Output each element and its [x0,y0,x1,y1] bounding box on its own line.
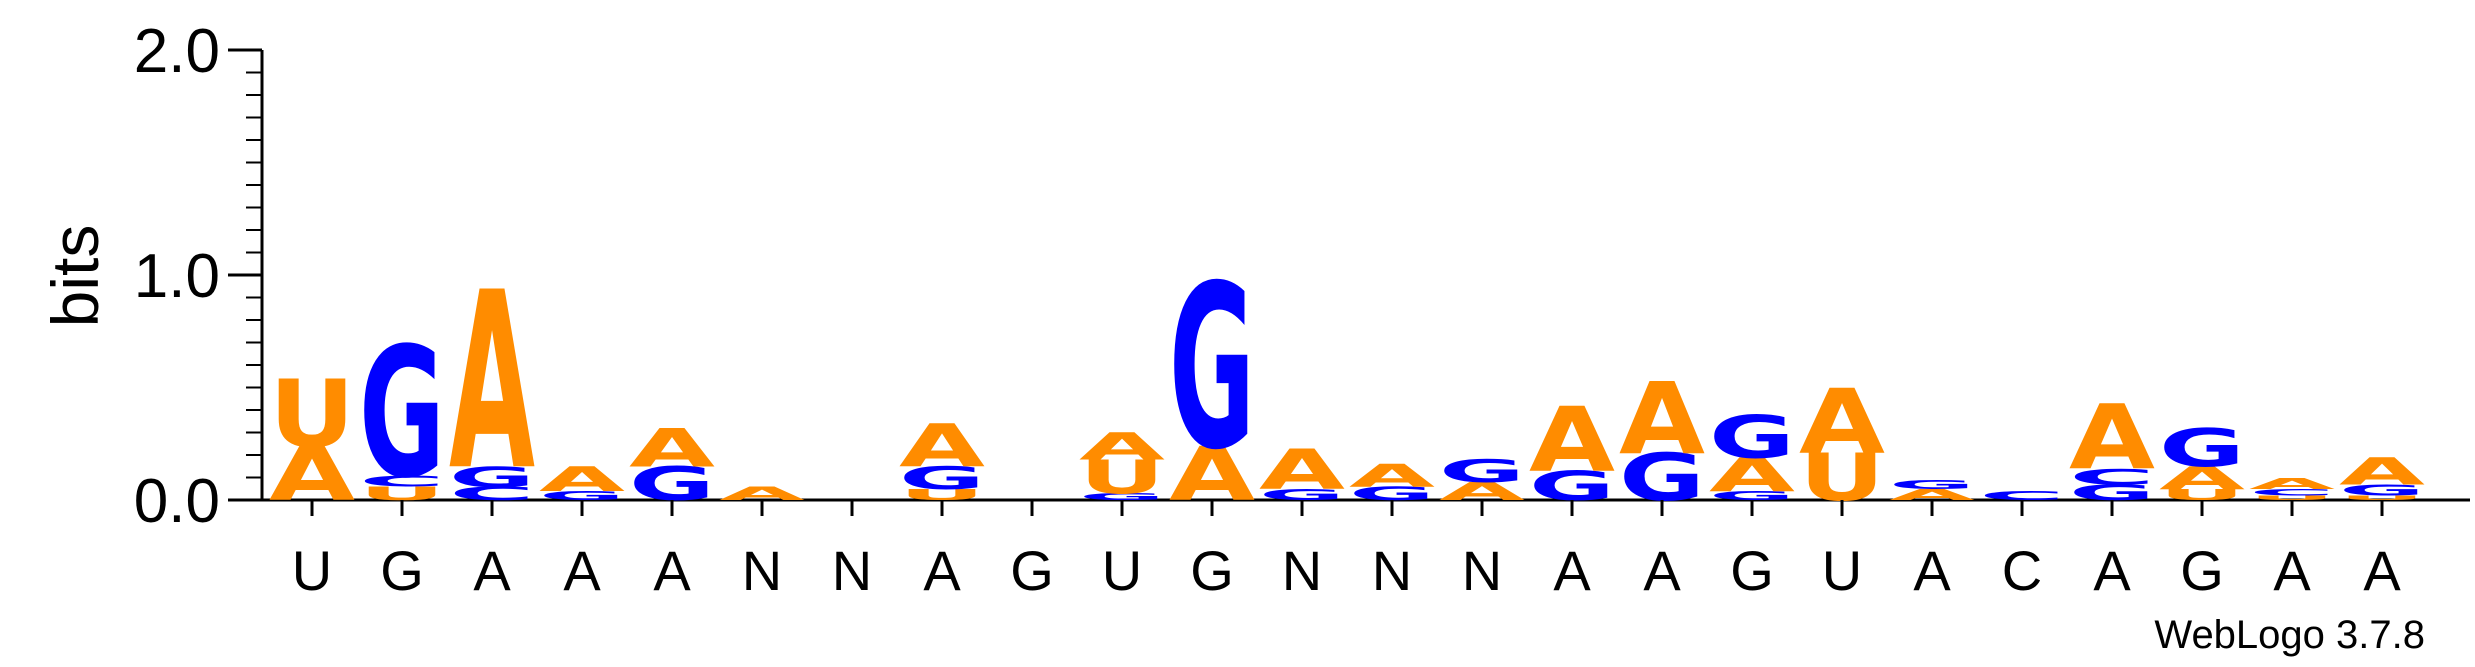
logo-letter-A: A [719,483,805,505]
logo-letter-C: C [359,472,445,490]
logo-letter-U: U [359,483,445,505]
logo-letter-A: A [2339,450,2425,493]
logo-letter-G: G [1349,483,1435,505]
logo-letter-G: G [1889,477,1975,491]
x-tick-label: U [1822,539,1862,602]
logo-letter-C: C [449,483,535,505]
logo-letter-A: A [629,418,715,479]
logo-letter-A: A [1259,437,1345,502]
x-tick-label: U [292,539,332,602]
logo-letter-A: A [1349,458,1435,494]
logo-letter-U: U [2249,494,2335,501]
x-tick-label: N [1372,539,1412,602]
logo-letter-A: A [449,240,535,524]
y-tick-label: 2.0 [134,17,220,86]
logo-letter-G: G [1709,403,1795,471]
x-tick-label: A [2273,539,2311,602]
logo-letter-C: C [2249,487,2335,498]
x-tick-label: A [1913,539,1951,602]
y-tick-label: 0.0 [134,467,220,536]
logo-letter-A: A [1529,387,1615,492]
x-tick-label: C [2002,539,2042,602]
logo-letter-U: U [269,361,355,468]
x-tick-label: A [1643,539,1681,602]
y-ticks: 0.0 1.0 2.0 [134,17,262,536]
x-tick-label: A [653,539,691,602]
x-tick-label: G [1730,539,1774,602]
logo-letter-G: G [539,489,625,503]
logo-letter-G: G [2339,481,2425,499]
weblogo-credit: WebLogo 3.7.8 [2154,613,2425,657]
logo-letter-U: U [2159,486,2245,504]
logo-letter-G: G [2159,417,2245,478]
y-tick-label: 1.0 [134,242,220,311]
logo-letter-A: A [1709,449,1795,503]
x-tick-label: A [473,539,511,602]
logo-letter-A: A [1799,369,1885,474]
y-axis-label: bits [38,225,112,328]
x-tick-label: G [1010,539,1054,602]
logo-letter-G: G [1079,491,1165,502]
x-tick-label: A [1553,539,1591,602]
logo-letter-A: A [1889,486,1975,504]
logo-letter-G: G [1259,486,1345,504]
x-tick-label: N [742,539,782,602]
x-tick-label: G [380,539,424,602]
x-tick-label: A [2363,539,2401,602]
logo-letter-A: A [1619,361,1705,477]
logo-letter-G: G [899,460,985,496]
logo-letter-G: G [359,309,445,518]
x-tick-label: G [1190,539,1234,602]
logo-letter-G: G [1709,489,1795,503]
x-tick-label: A [563,539,601,602]
logo-letter-A: A [2069,385,2155,490]
x-tick-label: U [1102,539,1142,602]
x-tick-label: A [923,539,961,602]
logo-letter-A: A [1079,425,1165,468]
logo-letter-C: C [2069,464,2155,489]
logo-letter-U: U [1079,451,1165,505]
logo-letter-A: A [539,460,626,499]
logo-letter-U: U [2339,494,2425,501]
x-tick-label: N [832,539,872,602]
logo-letter-A: A [2249,474,2335,492]
x-tick-label: N [1462,539,1502,602]
logo-letter-A: A [899,412,985,480]
x-tick-label: N [1282,539,1322,602]
x-tick-label: G [2180,539,2224,602]
x-tick-label: A [2093,539,2131,602]
logo-letter-C: C [1979,489,2065,503]
logo-letter-G: G [1169,238,1255,500]
logo-letter-G: G [449,461,535,493]
logo-letter-A: A [2159,460,2245,496]
logo-letter-U: U [899,486,985,504]
logo-letter-G: G [1439,454,1525,490]
